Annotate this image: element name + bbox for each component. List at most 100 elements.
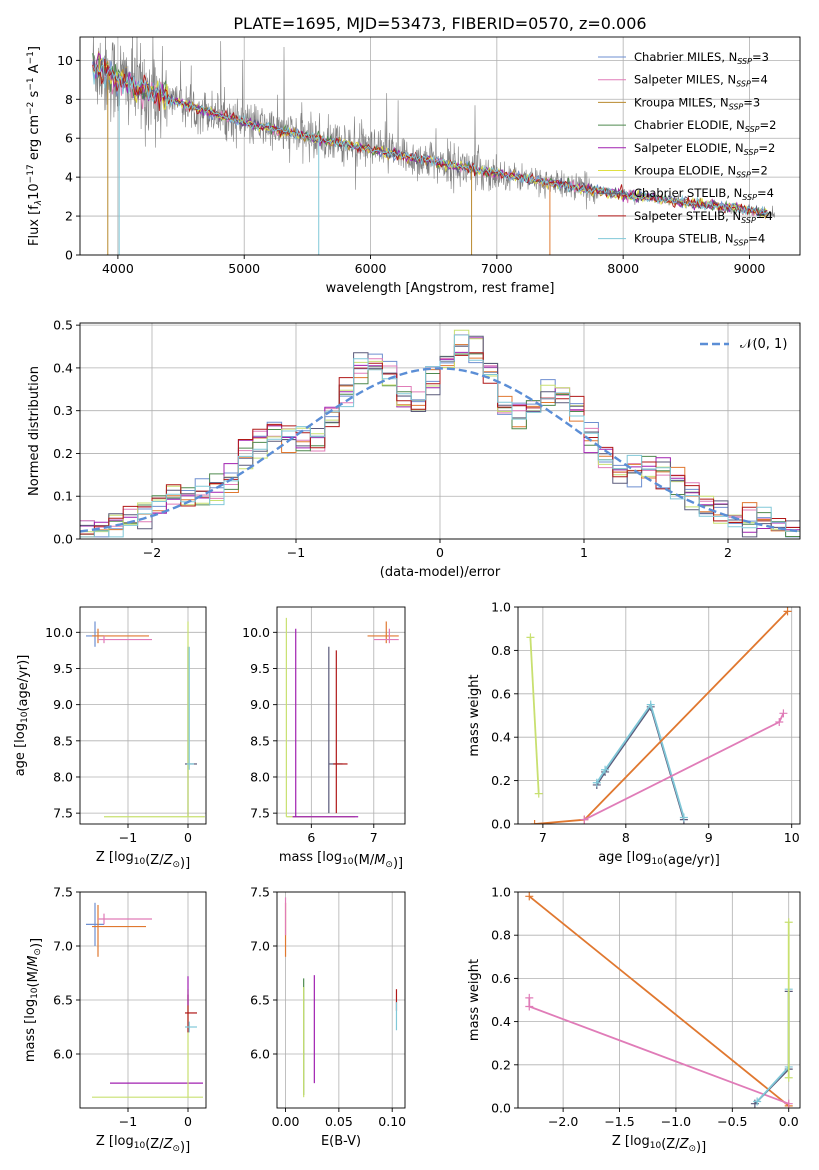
x-tick-label: 0.00 (272, 1114, 300, 1129)
weight-marker (601, 765, 610, 774)
weight-marker (646, 700, 655, 709)
legend-nssp: 4 (760, 73, 767, 87)
x-tick-label: 0.0 (779, 1114, 799, 1129)
legend-nssp: 2 (769, 118, 776, 132)
y-axis-label: mass weight (467, 959, 482, 1041)
legend-label: Kroupa ELODIE (634, 164, 720, 178)
errorbar (185, 646, 197, 817)
normal-curve (80, 367, 798, 533)
x-tick-label: 9 (705, 830, 713, 845)
x-tick-label: 1 (580, 545, 588, 560)
weight-line (528, 997, 790, 1105)
legend-entry: Kroupa STELIB, NSSP=4 (634, 232, 765, 248)
x-tick-label: 7 (539, 830, 547, 845)
legend-entry: Kroupa MILES, NSSP=3 (634, 95, 760, 111)
errorbar (333, 650, 348, 814)
weight-marker (526, 633, 535, 642)
y-axis-label: Normed distribution (27, 366, 42, 496)
legend-nssp: 2 (768, 141, 775, 155)
y-tick-label: 7.5 (250, 806, 270, 821)
y-tick-label: 8.5 (250, 733, 270, 748)
legend-entry: Kroupa ELODIE, NSSP=2 (634, 164, 768, 180)
y-tick-label: 9.5 (53, 661, 73, 676)
axes-frame: 4000 5000 6000 7000 8000 90000246810wavelengt… (26, 36, 801, 296)
weight-line (528, 895, 790, 1107)
legend: Chabrier MILES, NSSP=3 Salpeter MILES, NS… (598, 50, 776, 248)
y-tick-label: 7.0 (53, 939, 73, 954)
y-axis-label-part: 10 (27, 183, 42, 200)
axes-frame: −2 −1 0 1 2 0.0 0.1 0.2 0.3 0.4 0.5 (data-model)/er… (27, 318, 801, 580)
weight-marker (783, 607, 792, 616)
axes-border (79, 606, 207, 825)
y-axis-label-part: Flux [f (27, 205, 42, 246)
legend-entry: Salpeter MILES, NSSP=4 (634, 73, 768, 89)
mass-vs-metallicity-panel: −1 0 6.0 6.5 7.0 7.5 Z [log10(Z/Z⊙)] mass [log1… (23, 885, 207, 1155)
weight-marker (679, 813, 688, 822)
y-tick-label: 8.0 (250, 769, 270, 784)
x-tick-label: 0.10 (378, 1114, 406, 1129)
residuals-panel: −2 −1 0 1 2 0.0 0.1 0.2 0.3 0.4 0.5 (data-model)/er… (27, 318, 801, 580)
axes-border (517, 606, 801, 825)
y-tick-label: 8.0 (53, 769, 73, 784)
model-spectrum (92, 63, 768, 218)
y-axis-label: Flux [fλ10−17 erg cm−2 s−1 A−1] (26, 46, 44, 246)
y-axis-label-part: −1 (26, 77, 36, 90)
x-tick-label: 9000 (734, 261, 766, 276)
legend-entry: Chabrier MILES, NSSP=3 (634, 50, 769, 66)
y-axis-label: age [log10(age/yr)] (13, 655, 31, 777)
y-tick-label: 7.5 (250, 885, 270, 900)
figure-title: PLATE=1695, MJD=53473, FIBERID=0570, z=0… (233, 14, 646, 33)
y-axis-label-part: −1 (26, 51, 36, 64)
y-tick-label: 0.1 (53, 489, 73, 504)
errorbar (86, 902, 104, 946)
x-tick-label: 0 (436, 545, 444, 560)
axes-border (276, 606, 406, 825)
y-tick-label: 0.8 (491, 643, 511, 658)
weight-line (596, 702, 685, 818)
y-tick-label: 0.6 (491, 686, 511, 701)
weight-marker (775, 718, 784, 727)
plot-area (80, 329, 800, 538)
y-axis-label-part: s (27, 90, 42, 101)
weight-marker (525, 892, 534, 901)
age-vs-metallicity-panel: −1 0 7.5 8.0 8.5 9.0 9.5 10.0 Z [log10(Z/Z⊙)] age… (13, 606, 207, 871)
y-tick-label: 0 (65, 248, 73, 263)
x-tick-label: −1.0 (661, 1114, 691, 1129)
spectrum-panel: 4000 5000 6000 7000 8000 90000246810wavelengt… (26, 36, 801, 296)
x-tick-label: 2 (724, 545, 732, 560)
weight-line (583, 712, 785, 821)
axes-frame: −1 0 6.0 6.5 7.0 7.5 Z [log10(Z/Z⊙)] mass [log1… (23, 885, 207, 1155)
y-tick-label: 0.0 (491, 1101, 511, 1116)
legend-label: Salpeter STELIB (634, 209, 725, 223)
y-tick-label: 7.0 (250, 939, 270, 954)
legend-label: Kroupa STELIB (634, 232, 718, 246)
errorbar (92, 904, 146, 957)
y-tick-label: 10.0 (45, 625, 73, 640)
x-tick-label: −1 (287, 545, 305, 560)
plot-area (284, 897, 398, 1098)
weight-marker (525, 993, 534, 1002)
y-tick-label: 0.0 (491, 817, 511, 832)
x-tick-label: −1 (119, 830, 137, 845)
weight-line (754, 991, 790, 1105)
y-tick-label: 0.4 (53, 360, 73, 375)
y-tick-label: 1.0 (491, 600, 511, 615)
x-tick-label: −2.0 (548, 1114, 578, 1129)
errorbar (98, 635, 152, 644)
plot-area (525, 892, 793, 1108)
errorbar (285, 617, 356, 818)
residual-histogram (80, 352, 800, 535)
legend-entry: Chabrier STELIB, NSSP=4 (634, 186, 774, 202)
y-tick-label: 0.0 (53, 532, 73, 547)
weight-marker (784, 1099, 793, 1108)
x-tick-label: 8 (622, 830, 630, 845)
legend-nssp: 3 (762, 50, 769, 64)
y-tick-label: 6.5 (53, 993, 73, 1008)
x-tick-label: 4000 (102, 261, 134, 276)
x-axis-label: E(B-V) (321, 1134, 361, 1149)
y-tick-label: 0.8 (491, 928, 511, 943)
y-tick-label: 6.5 (250, 993, 270, 1008)
y-axis-label-part: λ (34, 200, 44, 206)
errorbar (292, 628, 359, 818)
